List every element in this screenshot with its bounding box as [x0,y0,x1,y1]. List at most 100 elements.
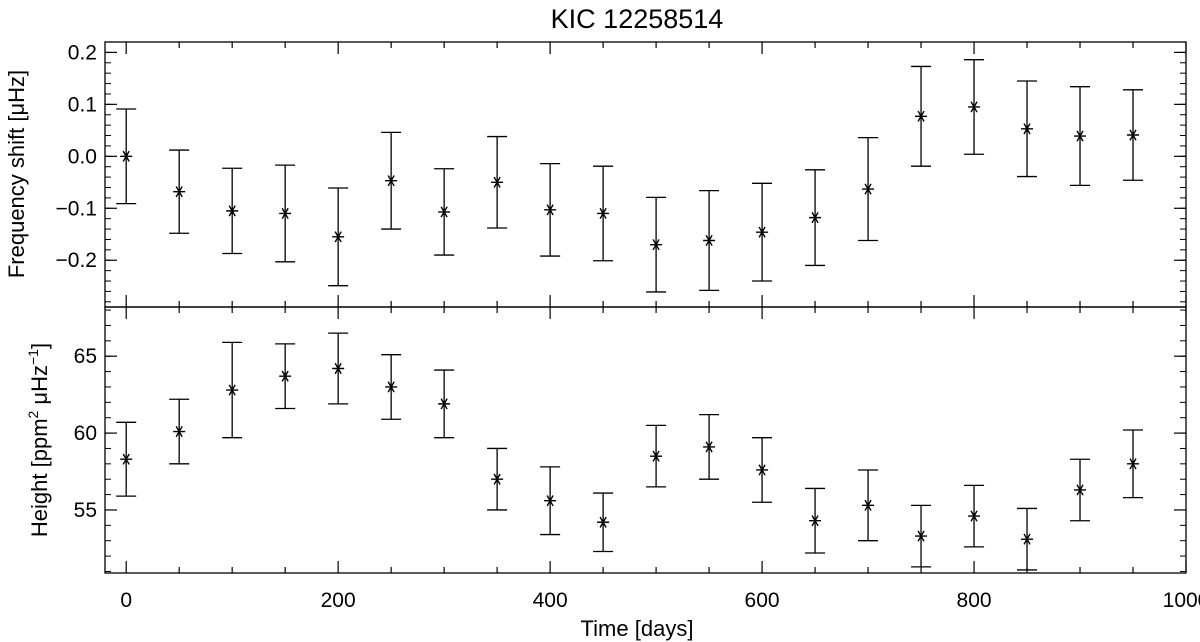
freq-data-point [964,59,985,155]
freq-data-point [1070,86,1091,187]
freq-data-point [911,65,932,167]
height-y-tick-label: 65 [74,345,97,368]
asterisk-marker [1074,130,1087,142]
height-data-point [487,447,508,511]
height-data-point [222,341,243,439]
asterisk-marker [650,450,663,462]
frequency-shift-panel: −0.2 −0.1 0.0 0.1 0.2 [56,41,1187,308]
freq-data-point [646,196,667,293]
x-tick-label: 600 [745,589,780,612]
freq-data-point [540,162,561,257]
asterisk-marker [809,212,822,224]
asterisk-marker [1074,484,1087,496]
freq-y-tick-label: 0.0 [68,145,97,168]
height-data-point [116,421,137,497]
asterisk-marker [1127,129,1140,141]
asterisk-marker [597,207,610,220]
freq-data-point [381,131,402,230]
asterisk-marker [968,510,981,522]
asterisk-marker [173,425,186,438]
freq-data-point [752,182,773,282]
freq-data-point [858,136,879,242]
asterisk-marker [544,495,557,507]
height-data-point [381,354,402,420]
x-tick-label: 0 [120,589,132,612]
asterisk-marker [438,398,451,410]
asterisk-marker [597,516,610,528]
height-data-point [858,469,879,542]
x-tick-label: 200 [321,589,356,612]
freq-y-tick-label: 0.2 [68,41,97,64]
height-data-point [434,369,455,439]
asterisk-marker [703,441,716,453]
freq-data-point [434,168,455,256]
height-y-tick-label: 60 [74,422,97,445]
freq-data-point [116,108,137,205]
asterisk-marker [385,381,398,393]
freq-data-point [699,189,720,292]
freq-data-point [222,167,243,255]
x-tick-label: 1000 [1163,589,1200,612]
asterisk-marker [279,207,292,220]
asterisk-marker [968,101,981,113]
height-data-point [1070,458,1091,522]
asterisk-marker [491,176,504,188]
height-data-point [805,487,826,554]
height-data-point [593,492,614,553]
freq-data-point [805,169,826,267]
freq-plot-frame [104,41,1187,308]
asterisk-marker [862,183,875,195]
asterisk-marker [332,362,345,375]
freq-data-point [169,149,190,234]
height-data-point [964,484,985,548]
bottom-y-axis-label: Height [ppm2 μHz−1] [25,343,52,537]
x-tick-label: 800 [957,589,992,612]
asterisk-marker [650,239,663,251]
asterisk-marker [226,384,239,396]
height-data-point [911,504,932,568]
asterisk-marker [1021,533,1034,545]
asterisk-marker [756,464,769,476]
height-data-point [169,398,190,465]
freq-y-tick-label: −0.1 [56,197,97,220]
asterisk-marker [385,175,398,187]
x-tick-label: 400 [533,589,568,612]
asterisk-marker [332,231,345,243]
asterisk-marker [703,234,716,247]
asterisk-marker [120,150,133,162]
height-panel: 0 200 400 600 800 1000 55 60 65 [74,306,1200,612]
chart-title: KIC 12258514 [551,4,724,34]
height-data-point [328,332,349,405]
asterisk-marker [915,110,928,122]
height-plot-frame [104,306,1187,574]
freq-data-point [487,135,508,229]
freq-data-point [275,164,296,263]
freq-data-point [328,187,349,287]
height-data-point [646,424,667,488]
freq-y-tick-label: 0.1 [68,93,97,116]
freq-y-tick-label: −0.2 [56,249,97,272]
top-y-axis-label: Frequency shift [μHz] [4,70,29,278]
asterisk-marker [1127,458,1140,470]
asterisk-marker [226,205,239,217]
asterisk-marker [1021,123,1034,135]
height-data-point [275,343,296,410]
asterisk-marker [279,370,292,382]
height-data-point [752,437,773,503]
asterisk-marker [915,530,928,542]
height-data-point [699,413,720,480]
height-data-point [540,466,561,536]
height-data-point [1017,507,1038,571]
asterisk-marker [438,206,451,218]
asterisk-marker [173,186,186,198]
freq-data-point [1017,80,1038,178]
asterisk-marker [544,204,557,216]
x-axis-label: Time [days] [581,616,694,641]
asterisk-marker [862,499,875,511]
freq-data-point [1123,89,1144,181]
height-data-point [1123,429,1144,499]
asterisk-marker [809,515,822,527]
asterisk-marker [756,226,769,238]
freq-data-point [593,165,614,262]
asterisk-marker [491,473,504,485]
